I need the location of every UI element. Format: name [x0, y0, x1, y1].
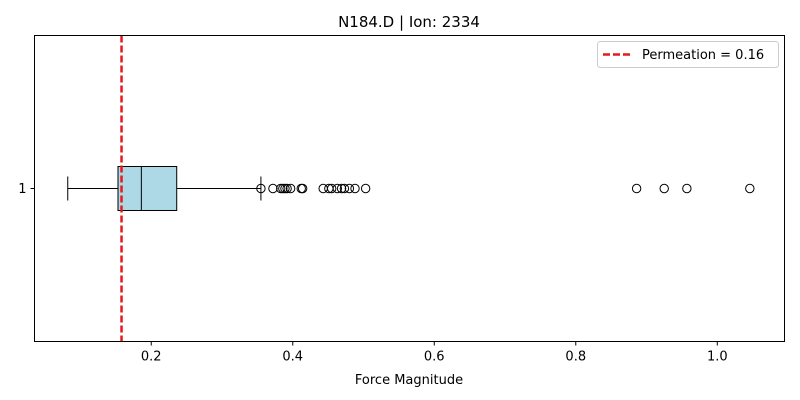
- outlier-point: [285, 183, 296, 194]
- y-tick-label: 1: [18, 182, 26, 197]
- x-tick-label: 0.4: [282, 350, 303, 365]
- outlier-point: [350, 183, 360, 194]
- x-tick-label: 0.2: [141, 350, 162, 365]
- outlier-point: [336, 183, 347, 194]
- y-axis: 1: [18, 182, 35, 197]
- legend: Permeation = 0.16: [597, 41, 779, 68]
- outlier-point: [256, 183, 266, 194]
- outlier-point: [332, 183, 343, 194]
- outlier-point: [297, 183, 308, 194]
- x-axis: 0.2 0.4 0.6 0.8 1.0: [141, 341, 728, 365]
- outlier-point: [278, 183, 288, 194]
- outlier-point: [276, 183, 286, 194]
- x-tick-label: 0.8: [565, 350, 586, 365]
- outlier-point: [326, 183, 337, 194]
- outlier-point: [339, 183, 350, 194]
- outlier-point: [268, 183, 278, 194]
- x-tick-label: 1.0: [707, 350, 728, 365]
- x-axis-label: Force Magnitude: [355, 373, 463, 388]
- chart-title: N184.D | Ion: 2334: [338, 13, 480, 31]
- outlier-point: [344, 183, 355, 194]
- outlier-point: [360, 183, 371, 194]
- outlier-point: [682, 183, 692, 194]
- outlier-point: [659, 183, 669, 194]
- outlier-point: [280, 183, 290, 194]
- outlier-point: [745, 183, 755, 194]
- legend-box: [597, 41, 779, 68]
- outlier-point: [631, 183, 642, 194]
- plot-area: [67, 35, 755, 342]
- legend-label: Permeation = 0.16: [642, 48, 764, 63]
- x-tick-label: 0.6: [424, 350, 445, 365]
- iqr-box: [117, 166, 178, 211]
- outlier-point: [282, 183, 292, 194]
